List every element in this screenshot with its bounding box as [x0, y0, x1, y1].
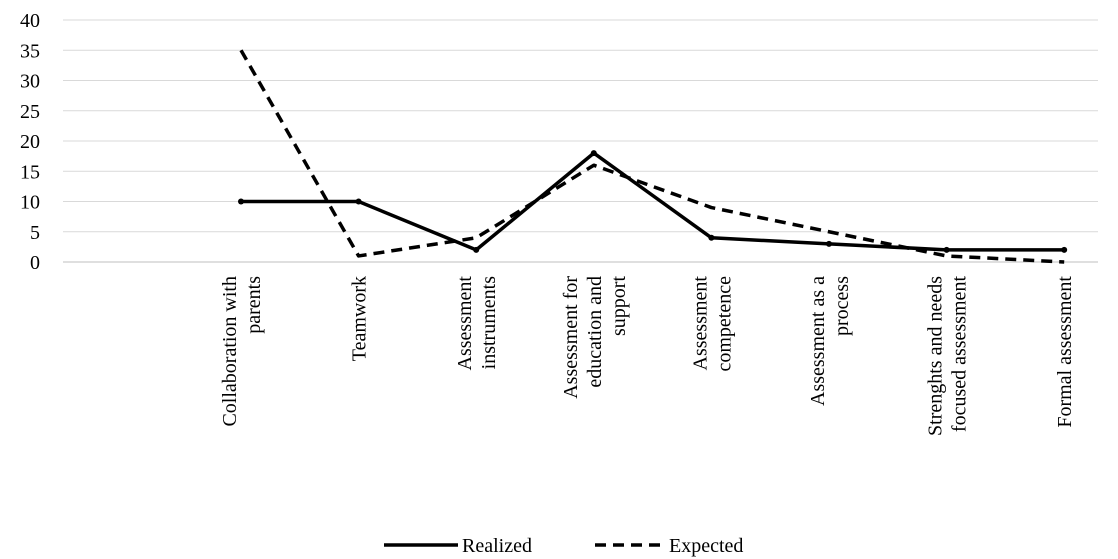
data-point-realized	[590, 150, 597, 157]
data-point-realized	[473, 246, 480, 253]
svg-text:Teamwork: Teamwork	[349, 276, 371, 361]
series-lines	[238, 49, 1068, 264]
legend-label-realized: Realized	[462, 535, 532, 557]
y-tick-label: 20	[20, 131, 40, 153]
legend-label-expected: Expected	[669, 535, 743, 557]
data-point-realized	[355, 198, 362, 205]
y-tick-label: 15	[20, 161, 40, 183]
y-tick-label: 0	[30, 252, 40, 274]
y-tick-label: 5	[30, 222, 40, 244]
y-tick-label: 35	[20, 40, 40, 62]
x-category-label: Formal assessment	[1054, 276, 1076, 428]
x-category-label: Assessment competence	[689, 276, 735, 372]
data-point-realized	[826, 240, 832, 247]
x-category-label: Assessment instruments	[454, 276, 500, 371]
x-category-label: Assessment for education and support	[560, 276, 630, 399]
data-point-realized	[1061, 246, 1068, 253]
x-category-label: Teamwork	[349, 276, 371, 361]
data-point-realized	[238, 198, 244, 205]
series-line-realized	[241, 151, 1065, 252]
y-tick-label: 40	[20, 10, 40, 32]
gridlines	[63, 19, 1098, 263]
series-line-expected	[239, 49, 1065, 264]
x-axis-categories: Collaboration with parents Teamwork Assessm…	[219, 276, 1076, 436]
legend: Realized Expected	[384, 535, 743, 557]
y-tick-label: 30	[20, 71, 40, 93]
data-point-realized	[708, 234, 715, 241]
x-category-label: Strenghts and needs focused assessment	[925, 276, 971, 436]
svg-text:Formal assessment: Formal assessment	[1054, 276, 1076, 428]
data-point-realized	[943, 246, 950, 253]
y-axis-ticks: 0 5 10 15 20 25 30 35 40	[20, 10, 40, 274]
x-category-label: Assessment as a process	[807, 276, 853, 406]
y-tick-label: 10	[20, 192, 40, 214]
x-category-label: Collaboration with parents	[219, 276, 265, 427]
y-tick-label: 25	[20, 101, 40, 123]
